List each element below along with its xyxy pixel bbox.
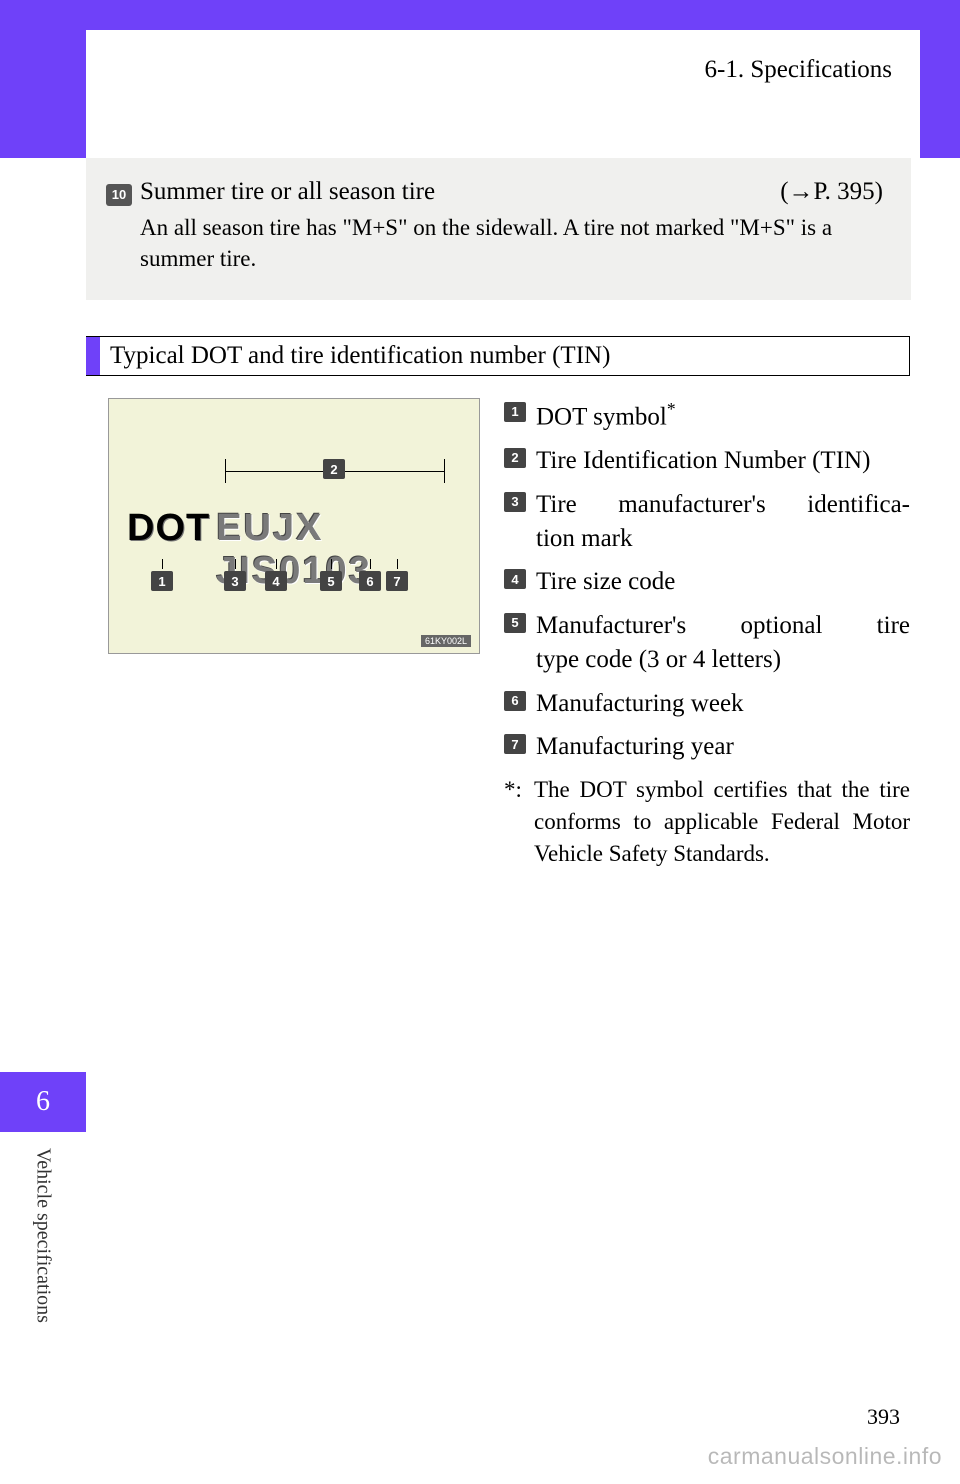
callout-badge-10: 10 xyxy=(106,184,132,206)
summer-tire-title: Summer tire or all season tire xyxy=(140,178,780,206)
item-badge-6: 6 xyxy=(504,691,526,711)
item-text-1: DOT symbol* xyxy=(536,398,910,434)
section-heading-title: Typical DOT and tire identification numb… xyxy=(110,342,610,370)
list-item: 7 Manufacturing year xyxy=(504,730,910,764)
header-white-notch xyxy=(86,30,920,158)
item-badge-3: 3 xyxy=(504,492,526,512)
item-badge-5: 5 xyxy=(504,613,526,633)
summer-tire-ref: (→P. 395) xyxy=(780,178,883,206)
list-item: 6 Manufacturing week xyxy=(504,687,910,721)
section-heading: Typical DOT and tire identification numb… xyxy=(86,336,910,376)
section-heading-bar xyxy=(86,337,100,375)
list-item: 5 Manufacturer's optional tiretype code … xyxy=(504,609,910,677)
callout-badge-3: 3 xyxy=(224,571,246,591)
chapter-label: Vehicle specifications xyxy=(0,1148,86,1378)
callout-badge-4: 4 xyxy=(265,571,287,591)
content-row: 2 DOT EUJX JIS0103 1 3 4 5 xyxy=(108,398,910,871)
footnote: *: The DOT symbol certifies that the tir… xyxy=(504,774,910,871)
tin-diagram: 2 DOT EUJX JIS0103 1 3 4 5 xyxy=(108,398,480,654)
summer-tire-callout: 10 Summer tire or all season tire (→P. 3… xyxy=(86,158,911,300)
item-text-7: Manufacturing year xyxy=(536,730,910,764)
chapter-tab: 6 xyxy=(0,1072,86,1132)
chapter-label-text: Vehicle specifications xyxy=(32,1148,55,1323)
callout-badge-2-top: 2 xyxy=(323,459,345,479)
list-item: 2 Tire Identification Number (TIN) xyxy=(504,444,910,478)
tin-legend-list: 1 DOT symbol* 2 Tire Identification Numb… xyxy=(504,398,910,871)
chapter-number: 6 xyxy=(36,1086,50,1118)
callout-badge-6: 6 xyxy=(359,571,381,591)
diagram-dot-text: DOT xyxy=(127,507,210,550)
item-text-4: Tire size code xyxy=(536,565,910,599)
breadcrumb: 6-1. Specifications xyxy=(705,56,892,84)
item-badge-7: 7 xyxy=(504,734,526,754)
watermark: carmanualsonline.info xyxy=(708,1443,942,1470)
list-item: 4 Tire size code xyxy=(504,565,910,599)
item-badge-4: 4 xyxy=(504,569,526,589)
item-text-6: Manufacturing week xyxy=(536,687,910,721)
callout-badge-1: 1 xyxy=(151,571,173,591)
callout-badge-5: 5 xyxy=(320,571,342,591)
diagram-image-code: 61KY002L xyxy=(421,635,471,647)
callout-badge-7: 7 xyxy=(386,571,408,591)
footnote-marker: *: xyxy=(504,774,534,871)
diagram-bottom-callouts: 1 3 4 5 6 7 xyxy=(109,559,479,591)
item-badge-2: 2 xyxy=(504,448,526,468)
item-badge-1: 1 xyxy=(504,402,526,422)
page-number: 393 xyxy=(867,1404,900,1430)
list-item: 1 DOT symbol* xyxy=(504,398,910,434)
summer-tire-note: An all season tire has "M+S" on the side… xyxy=(140,212,883,274)
list-item: 3 Tire manufacturer's identifica-tion ma… xyxy=(504,488,910,556)
item-text-5: Manufacturer's optional tiretype code (3… xyxy=(536,609,910,677)
item-text-2: Tire Identification Number (TIN) xyxy=(536,444,910,478)
item-text-3: Tire manufacturer's identifica-tion mark xyxy=(536,488,910,556)
footnote-text: The DOT symbol certifies that the tire c… xyxy=(534,774,910,871)
